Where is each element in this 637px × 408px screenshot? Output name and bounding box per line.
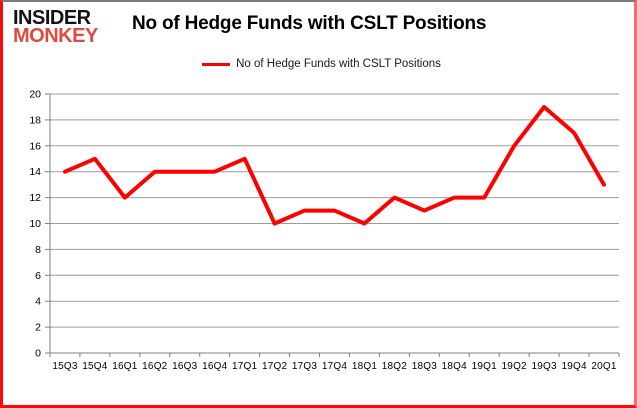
x-tick-label: 19Q4 — [561, 361, 587, 372]
x-tick-label: 18Q2 — [382, 361, 408, 372]
x-tick-label: 17Q1 — [232, 361, 258, 372]
x-tick-label: 18Q1 — [352, 361, 378, 372]
x-tick-label: 18Q4 — [442, 361, 468, 372]
series-line — [63, 105, 606, 226]
legend-label: No of Hedge Funds with CSLT Positions — [236, 58, 441, 70]
x-tick-label: 16Q2 — [142, 361, 168, 372]
x-tick-label: 20Q1 — [591, 361, 617, 372]
x-tick-label: 16Q1 — [112, 361, 138, 372]
y-tick-label: 8 — [35, 244, 41, 256]
y-tick-label: 18 — [29, 114, 41, 126]
logo-line-insider: INSIDER — [13, 7, 91, 29]
y-tick-label: 20 — [29, 89, 41, 101]
x-tick-label: 15Q4 — [82, 361, 108, 372]
x-tick-label: 19Q1 — [472, 361, 498, 372]
logo-line-monkey: MONKEY — [13, 25, 98, 48]
insider-monkey-logo: INSIDER MONKEY — [13, 7, 98, 48]
y-tick-label: 14 — [29, 166, 41, 178]
x-tick-label: 17Q3 — [292, 361, 318, 372]
chart-title: No of Hedge Funds with CSLT Positions — [132, 13, 487, 34]
x-tick-label: 19Q3 — [531, 361, 557, 372]
y-tick-label: 16 — [29, 140, 41, 152]
x-tick-label: 19Q2 — [502, 361, 528, 372]
x-tick-label: 17Q2 — [262, 361, 288, 372]
legend-line-swatch — [202, 62, 231, 66]
y-tick-label: 0 — [35, 348, 41, 360]
x-tick-label: 16Q3 — [172, 361, 198, 372]
y-tick-label: 10 — [29, 218, 41, 230]
x-tick-label: 18Q3 — [412, 361, 438, 372]
line-chart: 0 2 4 6 8 10 12 14 16 18 20 15Q3 15Q4 16Q1 16Q2 16Q3 16Q… — [29, 89, 620, 372]
legend: No of Hedge Funds with CSLT Positions — [3, 58, 634, 70]
y-tick-label: 2 — [35, 322, 41, 334]
y-tick-label: 6 — [35, 270, 41, 282]
x-tick-label: 16Q4 — [202, 361, 228, 372]
x-tick-label: 15Q3 — [52, 361, 78, 372]
x-tick-label: 17Q4 — [322, 361, 348, 372]
y-tick-label: 12 — [29, 192, 41, 204]
y-tick-label: 4 — [35, 296, 41, 308]
